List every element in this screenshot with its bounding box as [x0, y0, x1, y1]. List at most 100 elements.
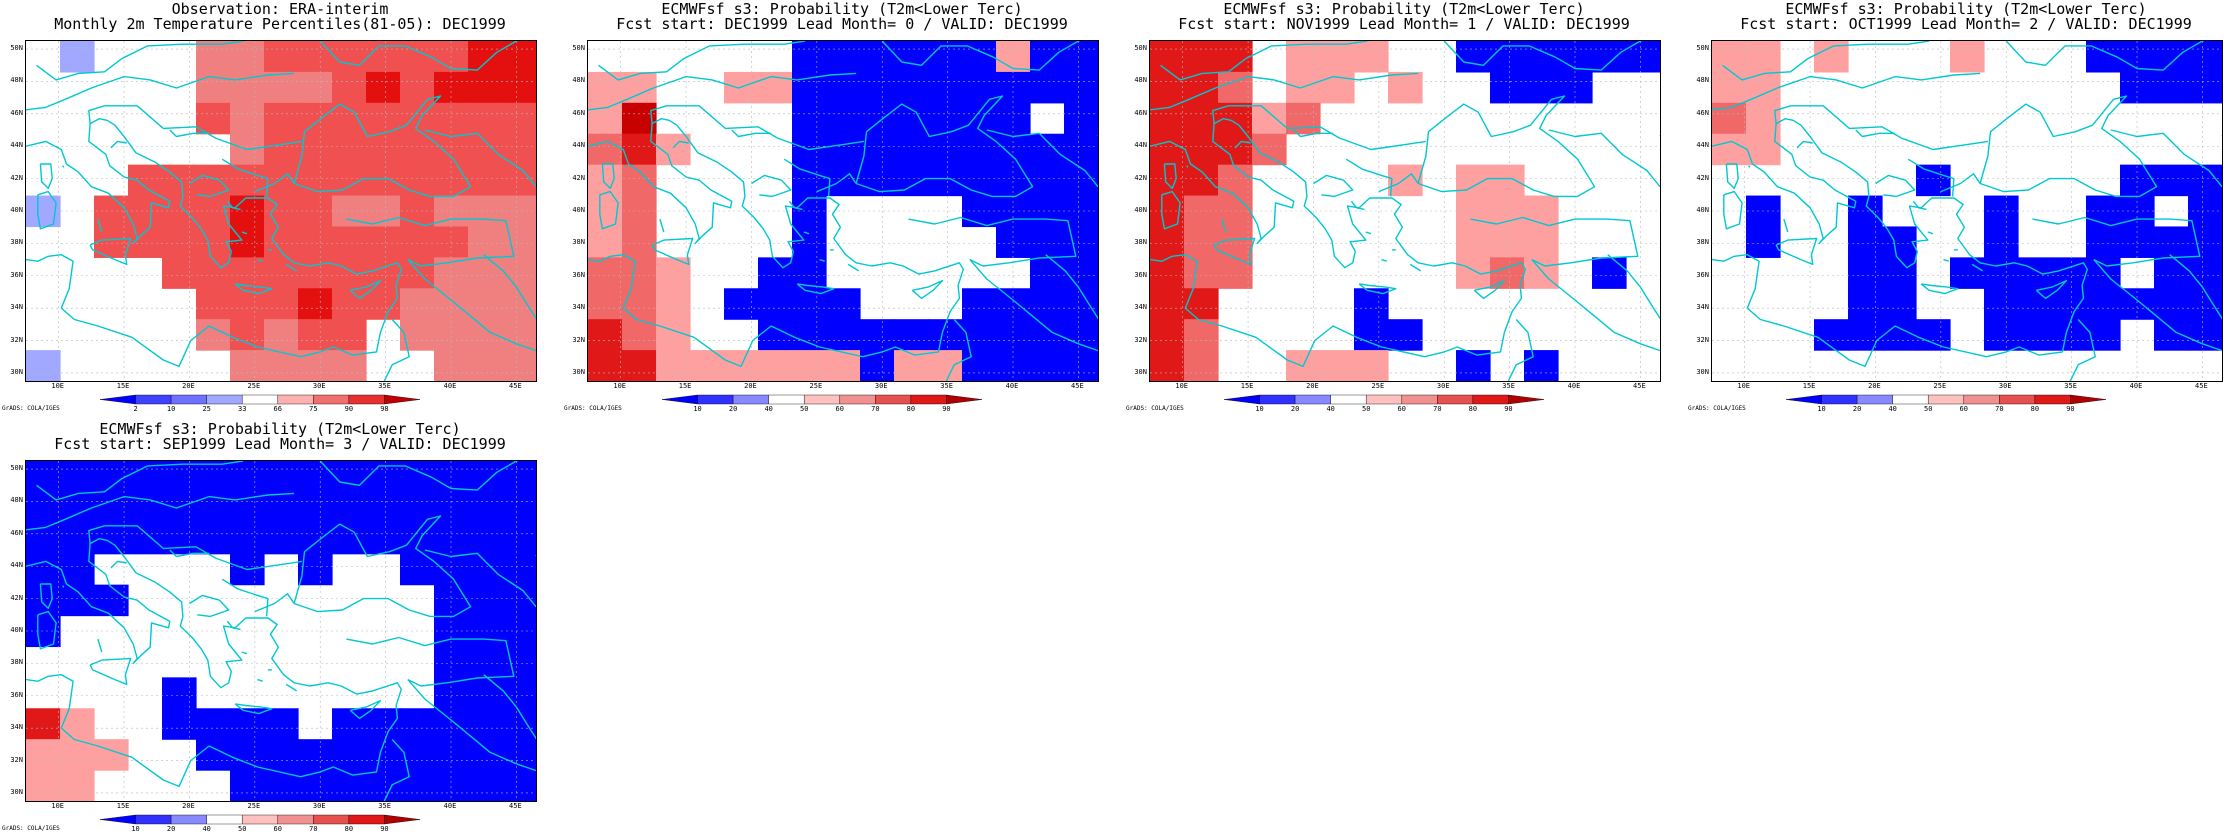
coastline — [588, 117, 964, 368]
grid-cell — [502, 491, 536, 524]
coastline — [110, 140, 127, 149]
lon-tick-label: 20E — [1306, 382, 1319, 390]
coastline — [1907, 158, 1955, 197]
coastline — [1160, 41, 1368, 81]
grid-cell — [332, 133, 367, 166]
grid-cell — [366, 257, 401, 289]
colorbar-label: 60 — [1397, 405, 1406, 413]
grid-cell — [332, 708, 367, 740]
lon-tick-label: 10E — [51, 802, 65, 810]
coastline — [169, 549, 210, 558]
grid-cell — [2120, 226, 2155, 258]
lat-tick-label: 32N — [1134, 335, 1147, 344]
grid-cell — [1320, 350, 1355, 381]
grid-cell — [2154, 257, 2189, 289]
grid-cell — [1848, 319, 1883, 351]
grid-cell — [230, 195, 265, 228]
grid-cell — [2154, 164, 2189, 197]
map-plot-area — [25, 40, 537, 382]
coastline — [349, 699, 382, 720]
grid-cell — [196, 102, 231, 135]
grid-cell — [502, 677, 536, 709]
grid-cell — [758, 350, 793, 381]
lat-tick-label: 50N — [10, 464, 23, 473]
grid-cell — [1814, 319, 1849, 351]
grid-cell — [2120, 288, 2155, 320]
lon-tick-label: 20E — [1868, 382, 1881, 390]
coastline — [1293, 129, 1334, 138]
coastline — [2069, 319, 2096, 381]
lon-tick-label: 45E — [1071, 382, 1084, 390]
coastline — [2032, 216, 2201, 267]
grid-cell — [2086, 288, 2121, 320]
lon-tick-label: 45E — [509, 382, 522, 390]
lat-tick-label: 50N — [1696, 44, 1709, 53]
lat-tick-label: 46N — [10, 108, 23, 117]
grid-cell — [26, 350, 61, 381]
grid-cell — [332, 522, 367, 555]
grid-cell — [298, 102, 333, 135]
coastline — [1943, 258, 1949, 262]
coastline — [1234, 140, 1251, 149]
grid-cell — [468, 522, 503, 555]
grid-cell — [962, 71, 997, 104]
grid-cell — [264, 71, 299, 104]
grid-cell — [230, 102, 265, 135]
grid-cell — [928, 164, 963, 197]
grid-cell — [792, 319, 827, 351]
coastline — [1365, 231, 1372, 235]
colorbar-swatch — [206, 394, 243, 405]
grid-cell — [758, 288, 793, 320]
lat-tick-label: 34N — [10, 303, 23, 312]
map-svg — [26, 41, 536, 381]
grid-cell — [1950, 41, 1985, 73]
coastline — [26, 72, 295, 111]
coastline — [986, 129, 1098, 188]
grid-cell — [1984, 195, 2019, 228]
grid-cell — [962, 195, 997, 228]
coastline — [1350, 200, 1365, 211]
grid-cell — [502, 257, 536, 289]
grid-cell — [264, 195, 299, 228]
grid-cell — [400, 739, 435, 771]
grid-cell — [400, 770, 435, 801]
coastline — [1345, 158, 1393, 197]
grid-cell — [94, 195, 129, 228]
colorbar-swatch — [1508, 394, 1545, 405]
map-svg — [26, 461, 536, 801]
grid-cell — [468, 102, 503, 135]
coastline — [234, 703, 273, 715]
colorbar-swatch — [348, 394, 385, 405]
colorbar — [99, 814, 421, 825]
grid-cell — [996, 288, 1031, 320]
grid-cell — [1882, 319, 1917, 351]
map-plot-area — [587, 40, 1099, 382]
colorbar — [99, 394, 421, 405]
coastline — [1940, 173, 1981, 193]
grid-cell — [1592, 41, 1627, 73]
lon-tick-label: 40E — [1567, 382, 1581, 390]
lat-tick-label: 40N — [1696, 206, 1709, 214]
colorbar-swatch — [277, 814, 314, 825]
grid-cell — [2188, 71, 2222, 104]
grads-credit: GrADS: COLA/IGES — [1126, 405, 1184, 412]
coastline — [1775, 237, 1818, 266]
coastline — [1358, 283, 1397, 295]
grid-cell — [1388, 319, 1423, 351]
grid-cell — [1354, 350, 1389, 381]
lat-tick-label: 48N — [1134, 76, 1147, 85]
grid-cell — [1490, 164, 1525, 197]
colorbar-label: 90 — [1504, 405, 1513, 413]
grid-cell — [588, 350, 623, 381]
coastline — [819, 258, 825, 262]
grid-cell — [2018, 319, 2053, 351]
grid-cell — [1184, 288, 1219, 320]
grid-cell — [196, 41, 231, 73]
colorbar-swatch — [1963, 394, 2000, 405]
lat-tick-label: 34N — [1696, 303, 1709, 312]
grid-cell — [400, 71, 435, 104]
colorbar-label: 40 — [1888, 405, 1897, 413]
grid-cell — [26, 461, 61, 493]
panel-title-line1: ECMWFsf s3: Probability (T2m<Lower Terc) — [661, 0, 1023, 18]
coastline — [601, 163, 615, 190]
